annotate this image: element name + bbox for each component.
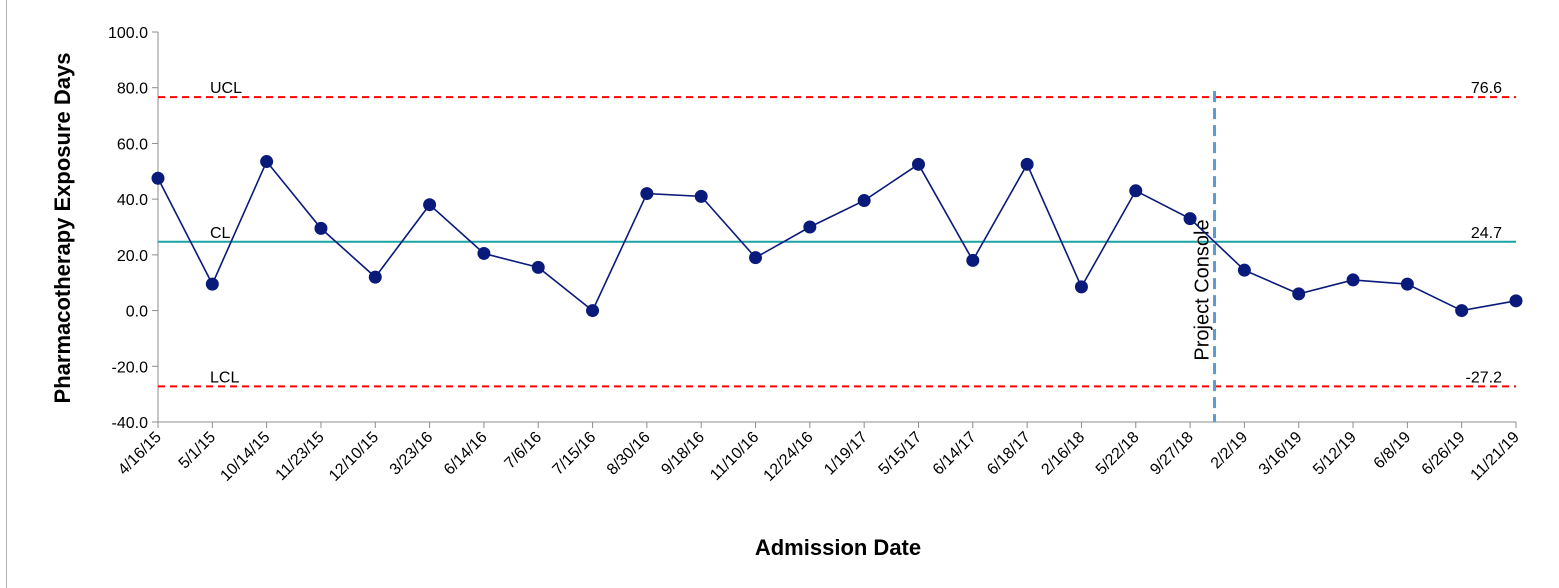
x-tick-label: 2/16/18 xyxy=(1038,429,1088,479)
cl-value-label: 24.7 xyxy=(1471,225,1502,242)
y-tick-label: 0.0 xyxy=(126,304,148,321)
ucl-value-label: 76.6 xyxy=(1471,80,1502,97)
x-tick-label: 7/6/16 xyxy=(502,429,546,473)
y-tick-label: 80.0 xyxy=(117,81,148,98)
data-point xyxy=(586,304,600,318)
data-point xyxy=(966,253,980,267)
y-tick-label: 40.0 xyxy=(117,192,148,209)
data-series xyxy=(151,155,1523,318)
x-tick-label: 11/21/19 xyxy=(1468,429,1523,484)
control-limits: UCL 76.6 CL 24.7 LCL -27.2 xyxy=(158,80,1516,388)
x-tick-label: 6/14/17 xyxy=(930,429,980,479)
data-point xyxy=(1509,294,1523,308)
data-point xyxy=(1020,157,1034,171)
x-tick-label: 12/24/16 xyxy=(761,429,817,485)
data-point xyxy=(151,171,165,185)
data-point xyxy=(260,155,274,169)
data-point xyxy=(911,157,925,171)
data-point xyxy=(314,221,328,235)
x-tick-label: 2/2/19 xyxy=(1208,429,1252,473)
x-axis-title: Admission Date xyxy=(755,535,921,560)
x-tick-label: 3/23/16 xyxy=(387,429,437,479)
y-tick-label: 100.0 xyxy=(108,25,148,42)
data-point xyxy=(1237,263,1251,277)
x-tick-label: 1/19/17 xyxy=(821,429,871,479)
data-point xyxy=(1074,280,1088,294)
series-line xyxy=(157,160,1517,312)
cl-label: CL xyxy=(210,225,231,242)
x-tick-label: 3/16/19 xyxy=(1256,429,1306,479)
data-point xyxy=(477,246,491,260)
data-point xyxy=(531,260,545,274)
x-tick-label: 6/14/16 xyxy=(441,429,491,479)
y-tick-label: 20.0 xyxy=(117,248,148,265)
x-tick-label: 5/12/19 xyxy=(1310,429,1360,479)
x-tick-label: 5/15/17 xyxy=(876,429,926,479)
x-tick-label: 8/30/16 xyxy=(604,429,654,479)
data-point xyxy=(368,270,382,284)
chart-axes: 100.0 80.0 60.0 40.0 20.0 0.0 -20.0 -40.0 xyxy=(108,25,1517,432)
data-point xyxy=(1455,304,1469,318)
x-tick-label: 4/16/15 xyxy=(115,429,165,479)
data-point xyxy=(749,251,763,265)
data-point xyxy=(423,198,437,212)
y-tick-label: 60.0 xyxy=(117,136,148,153)
project-console-label: Project Console xyxy=(1192,219,1214,360)
x-tick-label: 6/8/19 xyxy=(1371,429,1415,473)
x-tick-label: 7/15/16 xyxy=(550,429,600,479)
data-point xyxy=(205,277,219,291)
data-point xyxy=(1183,212,1197,226)
lcl-label: LCL xyxy=(210,369,239,386)
x-tick-label: 5/22/18 xyxy=(1093,429,1143,479)
data-point xyxy=(1129,184,1143,198)
x-tick-label: 10/14/15 xyxy=(217,429,273,485)
x-tick-label: 5/1/15 xyxy=(176,429,220,473)
data-point xyxy=(1400,277,1414,291)
data-point xyxy=(1346,273,1360,287)
data-point xyxy=(803,220,817,234)
x-tick-label: 9/27/18 xyxy=(1147,429,1197,479)
data-point xyxy=(694,189,708,203)
phase-annotation: Project Console xyxy=(1192,91,1217,422)
x-tick-label: 11/23/15 xyxy=(273,429,328,484)
x-tick-label: 9/18/16 xyxy=(658,429,708,479)
y-tick-label: -40.0 xyxy=(112,415,149,432)
x-tick-label: 6/18/17 xyxy=(984,429,1034,479)
y-tick-label: -20.0 xyxy=(112,359,149,376)
y-axis-title: Pharmacotherapy Exposure Days xyxy=(50,53,75,404)
left-frame-border xyxy=(6,0,7,588)
data-point xyxy=(640,187,654,201)
data-point xyxy=(1292,287,1306,301)
ucl-label: UCL xyxy=(210,80,242,97)
x-tick-label: 11/10/16 xyxy=(707,429,762,484)
x-tick-label: 6/26/19 xyxy=(1419,429,1469,479)
lcl-value-label: -27.2 xyxy=(1466,369,1503,386)
x-tick-label: 12/10/15 xyxy=(326,429,382,485)
data-point xyxy=(857,194,871,208)
